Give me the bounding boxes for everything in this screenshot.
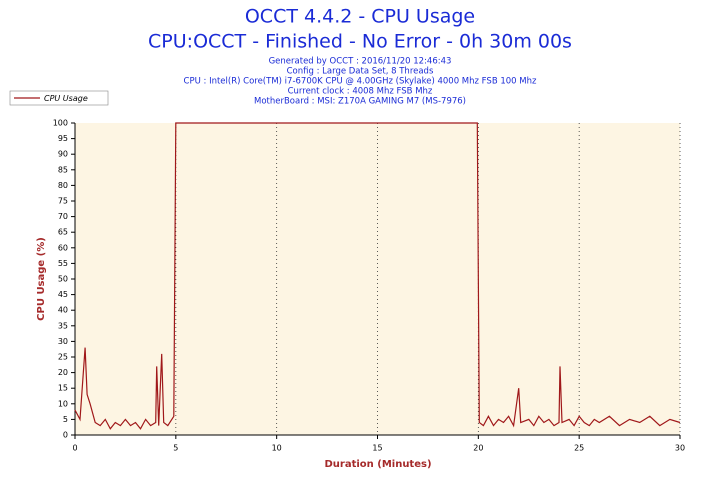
y-tick-label: 65 xyxy=(58,228,68,237)
y-tick-label: 100 xyxy=(53,119,68,128)
x-tick-label: 10 xyxy=(272,444,282,453)
y-tick-label: 40 xyxy=(58,306,68,315)
x-axis-label: Duration (Minutes) xyxy=(324,459,431,470)
chart-title: OCCT 4.4.2 - CPU Usage xyxy=(245,6,475,28)
y-tick-label: 10 xyxy=(58,399,68,408)
y-tick-label: 90 xyxy=(58,150,68,159)
legend-label: CPU Usage xyxy=(44,94,88,103)
y-tick-label: 55 xyxy=(58,259,68,268)
x-tick-label: 5 xyxy=(173,444,178,453)
y-tick-label: 50 xyxy=(58,275,68,284)
chart-title: CPU:OCCT - Finished - No Error - 0h 30m … xyxy=(148,31,572,53)
line xyxy=(74,122,681,430)
y-axis-label: CPU Usage (%) xyxy=(36,237,47,321)
y-tick-label: 45 xyxy=(58,290,68,299)
subtitle: Config : Large Data Set, 8 Threads xyxy=(287,67,434,77)
y-tick-label: 25 xyxy=(58,353,68,362)
x-tick-label: 0 xyxy=(72,444,77,453)
y-tick-label: 20 xyxy=(58,368,68,377)
x-tick-label: 30 xyxy=(675,444,685,453)
subtitle: CPU : Intel(R) Core(TM) i7-6700K CPU @ 4… xyxy=(184,77,537,87)
x-tick-label: 20 xyxy=(473,444,483,453)
subtitle: Generated by OCCT : 2016/11/20 12:46:43 xyxy=(269,57,452,67)
subtitle: MotherBoard : MSI: Z170A GAMING M7 (MS-7… xyxy=(254,97,466,107)
y-tick-label: 75 xyxy=(58,197,68,206)
legend xyxy=(9,90,109,106)
subtitle: Current clock : 4008 Mhz FSB Mhz xyxy=(288,87,433,97)
y-tick-label: 80 xyxy=(58,181,68,190)
y-tick-label: 95 xyxy=(58,134,68,143)
x-tick-label: 15 xyxy=(372,444,382,453)
y-tick-label: 60 xyxy=(58,243,68,252)
y-tick-label: 30 xyxy=(58,337,68,346)
y-tick-label: 85 xyxy=(58,165,68,174)
y-tick-label: 0 xyxy=(63,431,68,440)
x-tick-label: 25 xyxy=(574,444,584,453)
y-tick-label: 35 xyxy=(58,321,68,330)
y-tick-label: 15 xyxy=(58,384,68,393)
y-tick-label: 70 xyxy=(58,212,68,221)
y-tick-label: 5 xyxy=(63,415,68,424)
